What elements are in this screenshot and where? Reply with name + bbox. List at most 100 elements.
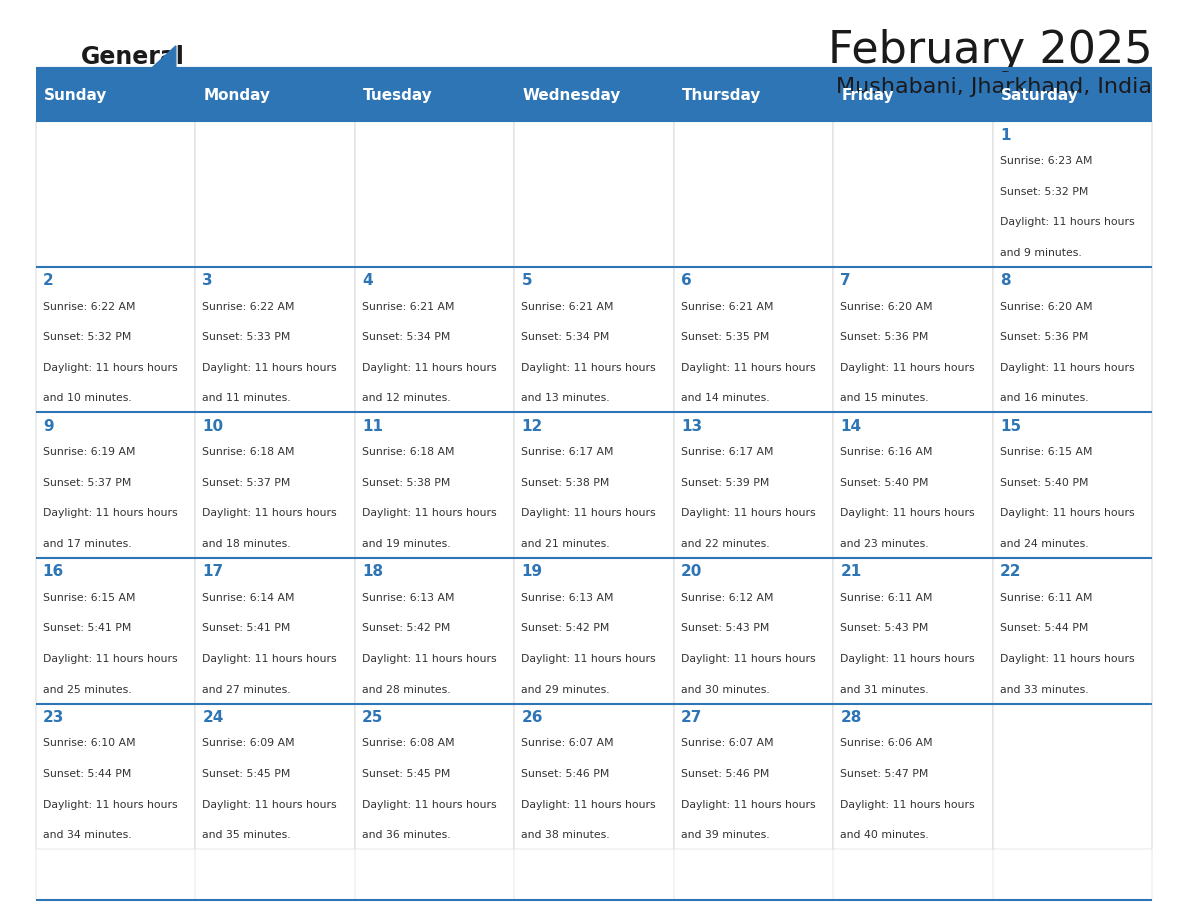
Text: and 13 minutes.: and 13 minutes. xyxy=(522,394,609,403)
Text: Daylight: 11 hours hours: Daylight: 11 hours hours xyxy=(43,363,177,373)
Text: Sunset: 5:33 PM: Sunset: 5:33 PM xyxy=(202,332,291,342)
Bar xyxy=(355,71,514,121)
Text: Sunset: 5:40 PM: Sunset: 5:40 PM xyxy=(840,478,929,487)
Text: and 35 minutes.: and 35 minutes. xyxy=(202,830,291,840)
Text: 6: 6 xyxy=(681,274,691,288)
Bar xyxy=(833,412,993,558)
Text: Daylight: 11 hours hours: Daylight: 11 hours hours xyxy=(840,654,975,664)
Text: Sunrise: 6:23 AM: Sunrise: 6:23 AM xyxy=(1000,156,1093,166)
Text: Sunset: 5:36 PM: Sunset: 5:36 PM xyxy=(840,332,929,342)
Text: Sunset: 5:43 PM: Sunset: 5:43 PM xyxy=(840,623,929,633)
Bar xyxy=(674,121,833,267)
Text: Sunrise: 6:16 AM: Sunrise: 6:16 AM xyxy=(840,447,933,457)
Bar xyxy=(514,412,674,558)
Bar xyxy=(993,267,1152,412)
Text: Daylight: 11 hours hours: Daylight: 11 hours hours xyxy=(522,800,656,810)
Text: Sunset: 5:37 PM: Sunset: 5:37 PM xyxy=(43,478,131,487)
Text: and 12 minutes.: and 12 minutes. xyxy=(362,394,450,403)
Text: Sunrise: 6:07 AM: Sunrise: 6:07 AM xyxy=(681,738,773,748)
Text: Sunrise: 6:21 AM: Sunrise: 6:21 AM xyxy=(362,302,454,311)
Bar xyxy=(833,71,993,121)
Text: 20: 20 xyxy=(681,565,702,579)
Text: Daylight: 11 hours hours: Daylight: 11 hours hours xyxy=(840,363,975,373)
Text: Mushabani, Jharkhand, India: Mushabani, Jharkhand, India xyxy=(836,77,1152,97)
Bar xyxy=(833,558,993,703)
Text: Sunset: 5:35 PM: Sunset: 5:35 PM xyxy=(681,332,770,342)
Text: Blue: Blue xyxy=(101,73,160,96)
Text: and 29 minutes.: and 29 minutes. xyxy=(522,685,609,695)
Text: Daylight: 11 hours hours: Daylight: 11 hours hours xyxy=(202,363,337,373)
Text: 12: 12 xyxy=(522,419,543,434)
Text: Monday: Monday xyxy=(203,88,270,104)
Text: Sunrise: 6:11 AM: Sunrise: 6:11 AM xyxy=(1000,593,1093,603)
Text: February 2025: February 2025 xyxy=(828,29,1152,72)
Text: 19: 19 xyxy=(522,565,543,579)
Text: Sunset: 5:44 PM: Sunset: 5:44 PM xyxy=(1000,623,1088,633)
Text: and 17 minutes.: and 17 minutes. xyxy=(43,539,132,549)
Text: 14: 14 xyxy=(840,419,861,434)
Text: and 34 minutes.: and 34 minutes. xyxy=(43,830,132,840)
Text: 11: 11 xyxy=(362,419,383,434)
Bar xyxy=(514,267,674,412)
Text: Sunrise: 6:19 AM: Sunrise: 6:19 AM xyxy=(43,447,135,457)
Bar xyxy=(514,121,674,267)
Text: 8: 8 xyxy=(1000,274,1011,288)
Text: Sunset: 5:46 PM: Sunset: 5:46 PM xyxy=(681,769,770,779)
Bar xyxy=(514,71,674,121)
Polygon shape xyxy=(151,46,176,69)
Text: and 36 minutes.: and 36 minutes. xyxy=(362,830,450,840)
Text: Sunset: 5:38 PM: Sunset: 5:38 PM xyxy=(362,478,450,487)
Text: Daylight: 11 hours hours: Daylight: 11 hours hours xyxy=(202,800,337,810)
Bar xyxy=(674,412,833,558)
Text: 13: 13 xyxy=(681,419,702,434)
Text: Sunset: 5:38 PM: Sunset: 5:38 PM xyxy=(522,478,609,487)
Text: Sunset: 5:36 PM: Sunset: 5:36 PM xyxy=(1000,332,1088,342)
Text: 2: 2 xyxy=(43,274,53,288)
Text: and 10 minutes.: and 10 minutes. xyxy=(43,394,132,403)
Text: Sunrise: 6:14 AM: Sunrise: 6:14 AM xyxy=(202,593,295,603)
Bar xyxy=(195,71,355,121)
Text: Daylight: 11 hours hours: Daylight: 11 hours hours xyxy=(522,509,656,519)
Text: and 30 minutes.: and 30 minutes. xyxy=(681,685,770,695)
Text: Sunrise: 6:20 AM: Sunrise: 6:20 AM xyxy=(840,302,933,311)
Bar xyxy=(993,71,1152,121)
Text: Sunset: 5:46 PM: Sunset: 5:46 PM xyxy=(522,769,609,779)
Bar xyxy=(195,558,355,703)
Text: 18: 18 xyxy=(362,565,383,579)
Text: Sunrise: 6:13 AM: Sunrise: 6:13 AM xyxy=(362,593,454,603)
Text: and 15 minutes.: and 15 minutes. xyxy=(840,394,929,403)
Text: Sunrise: 6:11 AM: Sunrise: 6:11 AM xyxy=(840,593,933,603)
Text: Daylight: 11 hours hours: Daylight: 11 hours hours xyxy=(1000,218,1135,228)
Bar xyxy=(195,121,355,267)
Text: 21: 21 xyxy=(840,565,861,579)
Text: 5: 5 xyxy=(522,274,532,288)
Text: Sunrise: 6:10 AM: Sunrise: 6:10 AM xyxy=(43,738,135,748)
Text: and 18 minutes.: and 18 minutes. xyxy=(202,539,291,549)
Text: 15: 15 xyxy=(1000,419,1020,434)
Text: and 33 minutes.: and 33 minutes. xyxy=(1000,685,1088,695)
Text: and 24 minutes.: and 24 minutes. xyxy=(1000,539,1088,549)
Bar xyxy=(833,267,993,412)
Text: 4: 4 xyxy=(362,274,373,288)
Text: Saturday: Saturday xyxy=(1000,88,1079,104)
Text: Sunrise: 6:17 AM: Sunrise: 6:17 AM xyxy=(681,447,773,457)
Text: Sunrise: 6:09 AM: Sunrise: 6:09 AM xyxy=(202,738,295,748)
Text: Sunrise: 6:06 AM: Sunrise: 6:06 AM xyxy=(840,738,933,748)
Bar xyxy=(514,703,674,849)
Text: Daylight: 11 hours hours: Daylight: 11 hours hours xyxy=(840,800,975,810)
Text: and 40 minutes.: and 40 minutes. xyxy=(840,830,929,840)
Bar xyxy=(36,267,195,412)
Text: and 11 minutes.: and 11 minutes. xyxy=(202,394,291,403)
Text: 7: 7 xyxy=(840,274,851,288)
Bar xyxy=(674,71,833,121)
Text: 22: 22 xyxy=(1000,565,1022,579)
Text: Daylight: 11 hours hours: Daylight: 11 hours hours xyxy=(522,363,656,373)
Bar xyxy=(993,121,1152,267)
Bar xyxy=(674,703,833,849)
Text: Sunrise: 6:18 AM: Sunrise: 6:18 AM xyxy=(362,447,454,457)
Bar xyxy=(993,412,1152,558)
Text: General: General xyxy=(81,45,184,69)
Text: Sunrise: 6:17 AM: Sunrise: 6:17 AM xyxy=(522,447,614,457)
Text: and 39 minutes.: and 39 minutes. xyxy=(681,830,770,840)
Text: Tuesday: Tuesday xyxy=(362,88,432,104)
